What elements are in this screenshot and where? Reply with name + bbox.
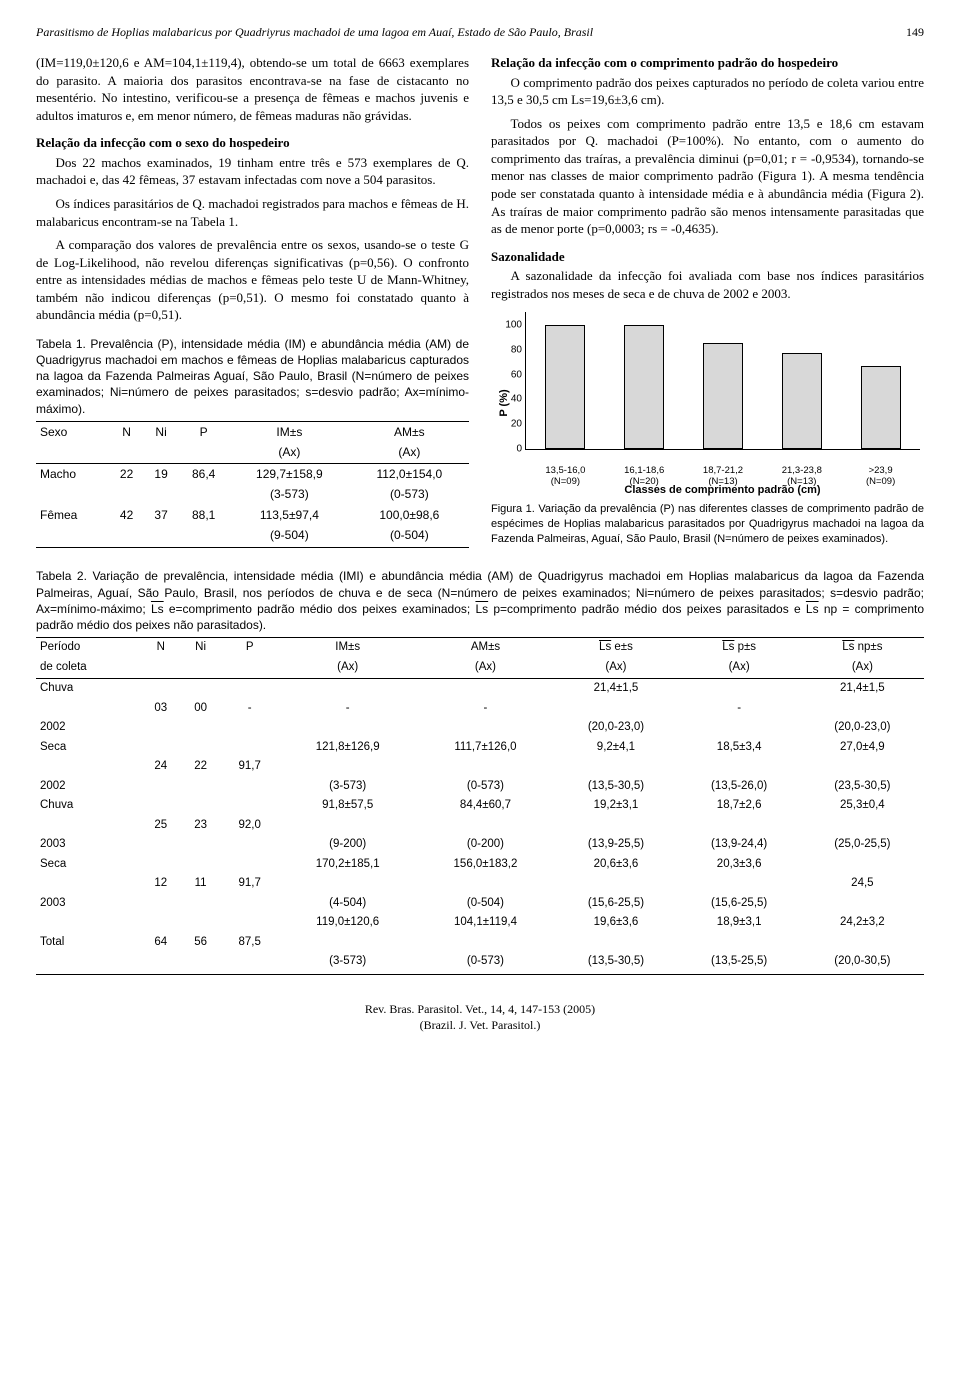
table-row: 121191,724,5 (36, 874, 924, 894)
table-row: Chuva21,4±1,521,4±1,5 (36, 679, 924, 699)
table-row: Chuva91,8±57,584,4±60,719,2±3,118,7±2,62… (36, 796, 924, 816)
para-sex-2: Os índices parasitários de Q. machadoi r… (36, 195, 469, 230)
para-saz: A sazonalidade da infecção foi avaliada … (491, 267, 924, 302)
table1-caption: Tabela 1. Prevalência (P), intensidade m… (36, 336, 469, 417)
table1-sub-row: (Ax) (Ax) (36, 442, 469, 464)
running-head: Parasitismo de Hoplias malabaricus por Q… (36, 24, 924, 40)
table-row: 2002(20,0-23,0)(20,0-23,0) (36, 718, 924, 738)
table-row: 0300---- (36, 699, 924, 719)
chart-ytick: 20 (498, 418, 522, 432)
table-row: Seca121,8±126,9111,7±126,09,2±4,118,5±3,… (36, 738, 924, 758)
body-columns: (IM=119,0±120,6 e AM=104,1±119,4), obten… (36, 54, 924, 552)
table1-head-row: Sexo N Ni P IM±s AM±s (36, 421, 469, 442)
chart-xtitle: Classes de comprimento padrão (cm) (525, 483, 920, 498)
table-row: 2003(4-504)(0-504)(15,6-25,5)(15,6-25,5) (36, 894, 924, 914)
chart-ytick: 100 (498, 318, 522, 332)
table1: Sexo N Ni P IM±s AM±s (Ax) (Ax) Macho221… (36, 421, 469, 548)
chart-ytick: 60 (498, 368, 522, 382)
heading-saz: Sazonalidade (491, 248, 924, 266)
figure1-chart: P (%) 02040608010013,5-16,0(N=09)16,1-18… (491, 308, 924, 498)
figure1-caption: Figura 1. Variação da prevalência (P) na… (491, 502, 924, 547)
chart-ytick: 40 (498, 393, 522, 407)
table-row: (9-504)(0-504) (36, 525, 469, 548)
table-row: 242291,7 (36, 757, 924, 777)
heading-sex: Relação da infecção com o sexo do hosped… (36, 134, 469, 152)
para-len-2: Todos os peixes com comprimento padrão e… (491, 115, 924, 238)
table-row: (3-573)(0-573) (36, 484, 469, 504)
table-row: Total645687,5 (36, 933, 924, 953)
heading-length: Relação da infecção com o comprimento pa… (491, 54, 924, 72)
table-row: 2003(9-200)(0-200)(13,9-25,5)(13,9-24,4)… (36, 835, 924, 855)
page-footer: Rev. Bras. Parasitol. Vet., 14, 4, 147-1… (36, 1001, 924, 1033)
footer-line2: (Brazil. J. Vet. Parasitol.) (36, 1017, 924, 1033)
table-row: 252392,0 (36, 816, 924, 836)
table-row: 119,0±120,6104,1±119,419,6±3,618,9±3,124… (36, 913, 924, 933)
para-sex-1: Dos 22 machos examinados, 19 tinham entr… (36, 154, 469, 189)
page-number: 149 (906, 24, 924, 40)
para-sex-3: A comparação dos valores de prevalência … (36, 236, 469, 324)
table-row: Macho221986,4129,7±158,9112,0±154,0 (36, 464, 469, 485)
table-row: Seca170,2±185,1156,0±183,220,6±3,620,3±3… (36, 855, 924, 875)
table-row: Fêmea423788,1113,5±97,4100,0±98,6 (36, 505, 469, 525)
footer-line1: Rev. Bras. Parasitol. Vet., 14, 4, 147-1… (36, 1001, 924, 1017)
table-row: 2002(3-573)(0-573)(13,5-30,5)(13,5-26,0)… (36, 777, 924, 797)
chart-bar (545, 325, 585, 450)
chart-ytick: 0 (498, 443, 522, 457)
table-row: (3-573)(0-573)(13,5-30,5)(13,5-25,5)(20,… (36, 952, 924, 974)
running-title: Parasitismo de Hoplias malabaricus por Q… (36, 24, 593, 40)
chart-bar (624, 325, 664, 450)
chart-bar (782, 353, 822, 449)
chart-bar (703, 343, 743, 449)
para-intro: (IM=119,0±120,6 e AM=104,1±119,4), obten… (36, 54, 469, 124)
table2: PeríodoNNiPIM±sAM±sLs e±sLs p±sLs np±s d… (36, 637, 924, 975)
para-len-1: O comprimento padrão dos peixes capturad… (491, 74, 924, 109)
chart-bar (861, 366, 901, 449)
chart-ytick: 80 (498, 343, 522, 357)
table2-caption: Tabela 2. Variação de prevalência, inten… (36, 568, 924, 633)
